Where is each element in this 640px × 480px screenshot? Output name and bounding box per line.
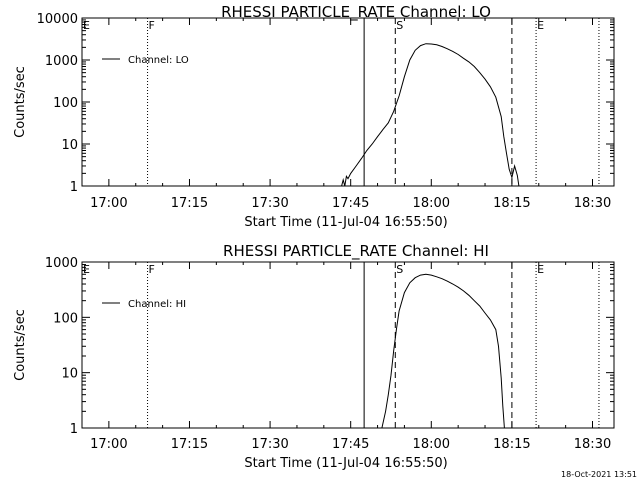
series-line xyxy=(341,43,520,187)
x-tick-label: 18:30 xyxy=(574,196,611,211)
x-tick-label: 17:15 xyxy=(171,437,208,452)
series-line xyxy=(381,273,505,429)
y-tick-label: 10000 xyxy=(37,12,78,27)
x-tick-label: 17:00 xyxy=(90,437,127,452)
chart-title: RHESSI PARTICLE_RATE Channel: LO xyxy=(221,3,491,22)
time-marker-label: S xyxy=(396,263,403,276)
y-axis-label: Counts/sec xyxy=(13,66,28,138)
x-tick-label: 18:30 xyxy=(574,437,611,452)
plot-frame xyxy=(81,17,615,187)
y-tick-label: 100 xyxy=(53,96,78,111)
legend-label: Channel: HI xyxy=(128,299,186,310)
time-marker-label: E xyxy=(537,19,544,32)
panel-hi: RHESSI PARTICLE_RATE Channel: HI 17:00 17:… xyxy=(13,242,615,471)
y-tick-label: 100 xyxy=(53,311,78,326)
y-tick-label: 1000 xyxy=(45,256,78,271)
x-tick-label: 17:30 xyxy=(251,196,288,211)
panel-lo: RHESSI PARTICLE_RATE Channel: LO 17:00 17:… xyxy=(13,3,615,230)
time-marker-label: F xyxy=(149,263,155,276)
x-tick-label: 18:15 xyxy=(493,196,530,211)
y-tick-label: 10 xyxy=(61,138,78,153)
x-axis-label: Start Time (11-Jul-04 16:55:50) xyxy=(244,215,447,230)
y-tick-label: 1 xyxy=(70,422,78,437)
x-tick-label: 17:00 xyxy=(90,196,127,211)
x-tick-label: 17:45 xyxy=(332,196,369,211)
time-marker-label: E xyxy=(83,263,90,276)
legend-label: Channel: LO xyxy=(128,55,189,66)
y-tick-label: 1000 xyxy=(45,54,78,69)
x-tick-label: 18:00 xyxy=(413,437,450,452)
x-tick-label: 17:45 xyxy=(332,437,369,452)
y-axis-label: Counts/sec xyxy=(13,309,28,381)
y-tick-label: 1 xyxy=(70,180,78,195)
y-tick-label: 10 xyxy=(61,367,78,382)
x-tick-label: 17:15 xyxy=(171,196,208,211)
time-marker-label: S xyxy=(396,19,403,32)
time-marker-label: F xyxy=(149,19,155,32)
footer-timestamp: 18-Oct-2021 13:51 xyxy=(561,470,637,479)
x-tick-label: 17:30 xyxy=(251,437,288,452)
time-marker-label: E xyxy=(83,19,90,32)
x-tick-label: 18:15 xyxy=(493,437,530,452)
plot-frame xyxy=(81,261,615,429)
chart-title: RHESSI PARTICLE_RATE Channel: HI xyxy=(223,242,489,261)
x-tick-label: 18:00 xyxy=(413,196,450,211)
x-axis-label: Start Time (11-Jul-04 16:55:50) xyxy=(244,456,447,471)
time-marker-label: E xyxy=(537,263,544,276)
